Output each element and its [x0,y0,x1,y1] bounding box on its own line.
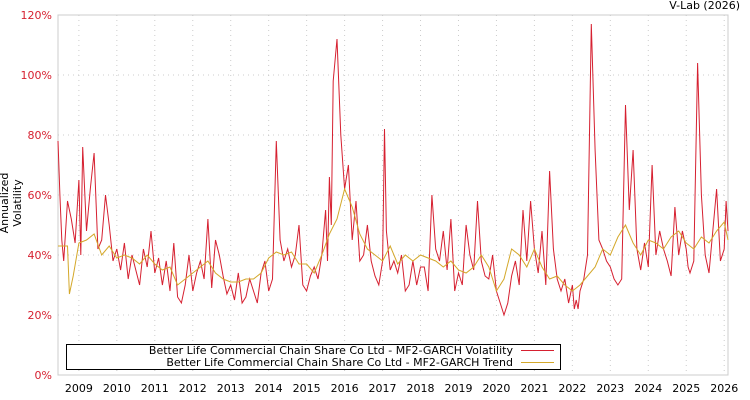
y-tick-label: 20% [28,309,52,322]
legend-item-trend: Better Life Commercial Chain Share Co Lt… [67,355,560,369]
x-tick-label: 2011 [141,382,169,395]
x-tick-label: 2012 [179,382,207,395]
source-credit: V-Lab (2026) [669,0,740,12]
y-tick-label: 80% [28,129,52,142]
x-tick-label: 2010 [103,382,131,395]
y-tick-label: 120% [21,9,52,22]
x-tick-label: 2014 [255,382,283,395]
legend-label-trend: Better Life Commercial Chain Share Co Lt… [166,355,513,369]
x-tick-label: 2020 [482,382,510,395]
volatility-series-line [57,23,729,317]
y-tick-label: 60% [28,189,52,202]
legend-label-volatility: Better Life Commercial Chain Share Co Lt… [148,344,513,357]
x-tick-label: 2022 [558,382,586,395]
chart-legend: Better Life Commercial Chain Share Co Lt… [66,344,561,370]
x-tick-label: 2026 [710,382,738,395]
trend-series-line [58,187,729,295]
x-tick-label: 2015 [293,382,321,395]
legend-swatch-trend [521,361,554,363]
legend-item-volatility: Better Life Commercial Chain Share Co Lt… [67,345,560,357]
grid-lines [58,15,728,375]
y-axis-ticks: 0% 20% 40% 60% 80% 100% 120% [21,9,52,382]
x-tick-label: 2013 [217,382,245,395]
y-axis-label: Annualized Volatility [0,172,24,234]
x-tick-label: 2019 [444,382,472,395]
y-tick-label: 40% [28,249,52,262]
x-axis-ticks: 2009 2010 2011 2012 2013 2014 2015 2016 2017 2018… [65,382,738,395]
x-tick-label: 2016 [331,382,359,395]
x-tick-label: 2021 [520,382,548,395]
y-tick-label: 100% [21,69,52,82]
y-tick-label: 0% [35,369,52,382]
x-tick-label: 2024 [634,382,662,395]
x-tick-label: 2009 [65,382,93,395]
x-tick-label: 2017 [369,382,397,395]
x-tick-label: 2018 [407,382,435,395]
legend-swatch-volatility [521,350,554,352]
x-tick-label: 2025 [672,382,700,395]
x-tick-label: 2023 [596,382,624,395]
